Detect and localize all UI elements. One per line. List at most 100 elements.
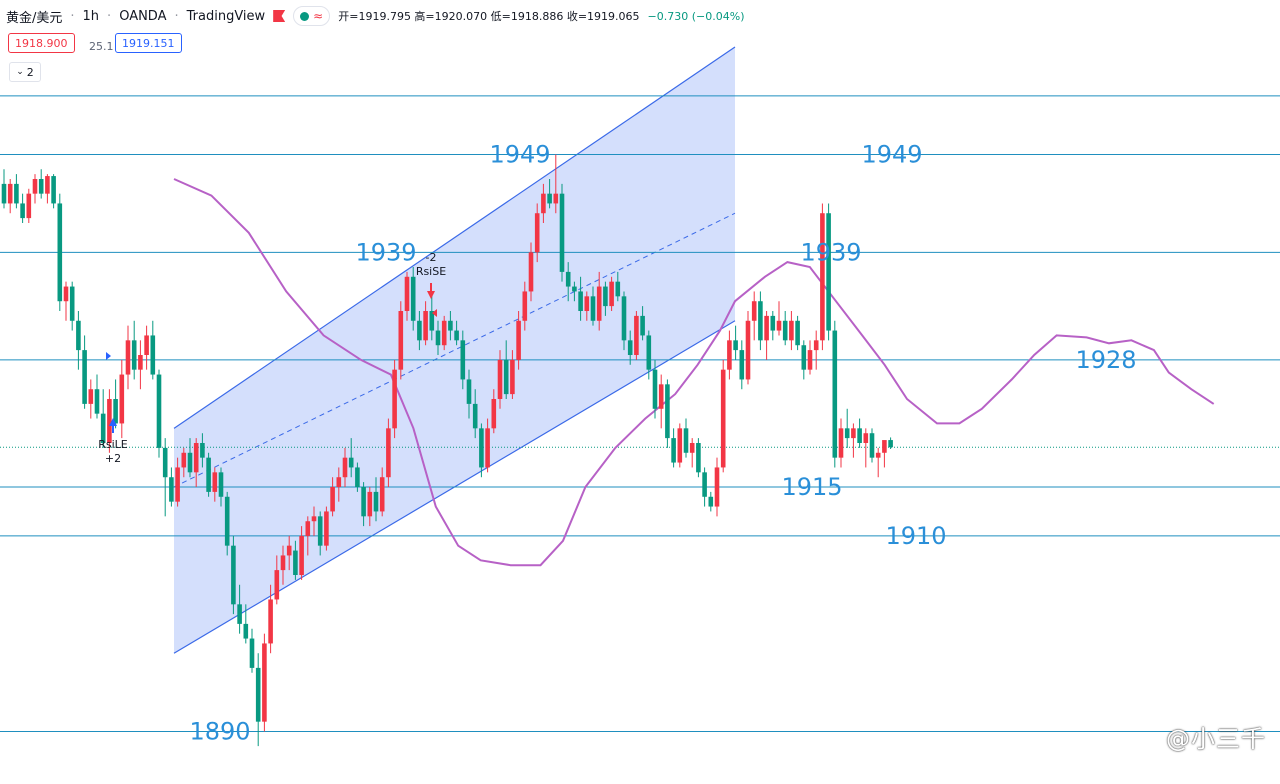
candle-body (262, 643, 267, 722)
candle-body (94, 389, 100, 414)
candle-body (162, 447, 168, 478)
candle-body (435, 330, 441, 346)
candle-body (441, 320, 447, 346)
long-signal-qty: +2 (105, 452, 121, 465)
candle-body (714, 467, 720, 507)
candle-body (770, 315, 776, 331)
candle-body (807, 350, 813, 370)
short-arrow-stem (430, 283, 432, 292)
broker-name: OANDA (119, 8, 167, 24)
candle-body (795, 320, 800, 346)
candle-body (448, 320, 453, 331)
entry-marker-icon (106, 352, 111, 360)
candle-body (708, 496, 714, 507)
candle-body (764, 315, 769, 341)
candle-body (7, 183, 13, 204)
candle-body (596, 286, 602, 321)
exit-marker-icon (432, 309, 437, 317)
candle-body (14, 183, 19, 204)
candle-body (727, 340, 732, 370)
separator: · (174, 8, 179, 24)
candle-body (417, 320, 422, 341)
channel-fill (174, 47, 735, 654)
level-label: 1939 (800, 238, 861, 266)
spread-value: 25.1 (89, 39, 114, 53)
candle-body (559, 193, 565, 272)
candle-body (485, 428, 490, 468)
candle-body (113, 399, 118, 424)
candle-body (212, 472, 218, 492)
candle-body (863, 433, 869, 443)
candle-body (423, 311, 428, 341)
sell-button[interactable]: 1918.900 (8, 33, 75, 53)
candle-body (528, 252, 534, 292)
horizontal-levels[interactable] (0, 95, 1280, 732)
separator: · (70, 8, 75, 24)
candle-body (274, 570, 280, 600)
candle-body (342, 457, 348, 478)
candles (1, 154, 893, 747)
candle-body (138, 355, 143, 370)
candle-body (231, 545, 236, 605)
candle-body (603, 286, 608, 307)
level-label: 1949 (861, 141, 922, 169)
candle-body (696, 443, 701, 473)
candle-body (789, 320, 794, 341)
level-label: 1915 (781, 473, 842, 501)
candle-body (820, 213, 825, 341)
wave-icon: ≈ (313, 9, 324, 23)
candle-body (646, 335, 652, 370)
candle-body (689, 443, 695, 453)
candle-body (32, 179, 38, 194)
candle-body (38, 179, 44, 194)
strategy-signals: RsiLE +2 -2 RsiSE (98, 251, 446, 465)
buy-button[interactable]: 1919.151 (115, 33, 182, 53)
short-signal-qty: -2 (426, 251, 437, 264)
candle-body (69, 286, 75, 321)
candle-body (634, 315, 639, 355)
symbol-name[interactable]: 黄金/美元 (6, 10, 63, 26)
candle-body (534, 213, 540, 253)
level-labels: 1949 1949 1939 1939 1928 1915 1910 1890 (189, 141, 1136, 746)
interval[interactable]: 1h (82, 8, 100, 24)
candle-body (237, 604, 242, 624)
candle-body (193, 443, 199, 473)
candle-body (76, 320, 81, 351)
candle-body (57, 203, 63, 302)
candle-body (466, 379, 472, 404)
candle-body (348, 457, 354, 468)
candle-body (739, 350, 745, 380)
platform-name: TradingView (186, 8, 266, 24)
candle-body (677, 428, 683, 463)
candle-body (361, 487, 366, 517)
candle-body (218, 472, 224, 497)
candle-body (751, 301, 757, 321)
candle-body (175, 467, 180, 502)
level-label: 1949 (489, 141, 550, 169)
indicators-toggle-button[interactable]: ⌄ 2 (9, 62, 41, 82)
candle-body (1, 183, 7, 204)
candle-body (503, 359, 509, 395)
candle-body (844, 428, 850, 439)
candle-body (404, 276, 410, 311)
candle-body (367, 491, 373, 517)
candle-body (838, 428, 844, 458)
candle-body (249, 638, 255, 668)
candle-body (398, 311, 404, 370)
market-status-pill[interactable]: ≈ (293, 6, 331, 26)
flag-icon[interactable] (273, 10, 286, 22)
candle-body (187, 452, 193, 473)
candle-body (671, 438, 676, 463)
candle-body (243, 623, 249, 639)
candle-body (541, 193, 546, 214)
candle-body (510, 359, 515, 395)
candle-body (578, 291, 583, 311)
candle-body (293, 550, 298, 575)
channel-upper-line (173, 46, 736, 429)
candle-body (51, 176, 56, 204)
candle-body (609, 281, 614, 307)
candle-body (472, 403, 478, 429)
candle-body (392, 369, 397, 429)
candle-body (373, 491, 379, 512)
